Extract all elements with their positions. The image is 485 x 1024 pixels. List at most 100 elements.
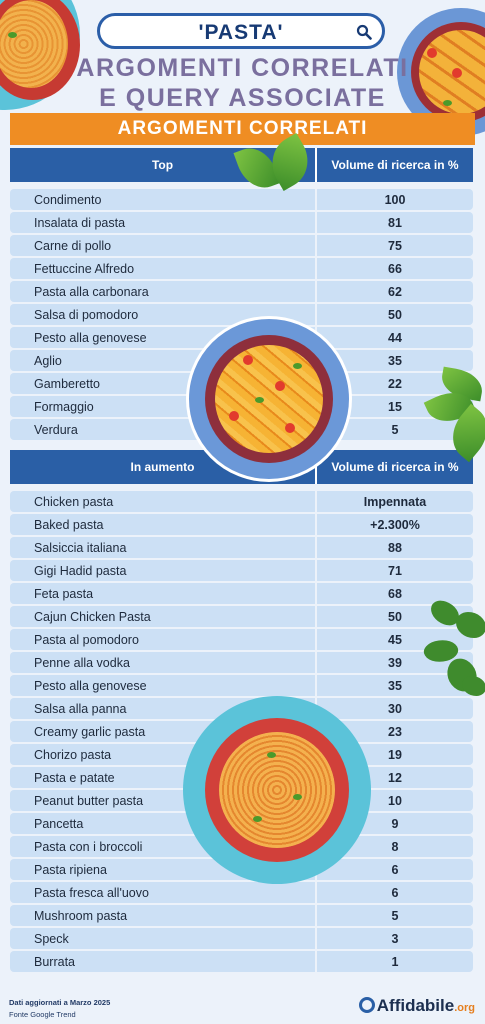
keyword-cell: Baked pasta: [10, 514, 315, 535]
keyword-label: Pasta ripiena: [34, 863, 107, 877]
volume-value: 45: [388, 633, 402, 647]
spaghetti-plate-image: [183, 696, 371, 884]
volume-value: 88: [388, 541, 402, 555]
keyword-label: Baked pasta: [34, 518, 104, 532]
keyword-label: Peanut butter pasta: [34, 794, 144, 808]
keyword-cell: Penne alla vodka: [10, 652, 315, 673]
volume-cell: 35: [317, 350, 473, 371]
keyword-cell: Gigi Hadid pasta: [10, 560, 315, 581]
keyword-label: Aglio: [34, 354, 62, 368]
table-row: Pasta alla carbonara 62: [10, 280, 473, 303]
volume-cell: 44: [317, 327, 473, 348]
volume-value: 50: [388, 610, 402, 624]
table-row: Chicken pasta Impennata: [10, 490, 473, 513]
volume-cell: 22: [317, 373, 473, 394]
volume-cell: 3: [317, 928, 473, 949]
keyword-label: Fettuccine Alfredo: [34, 262, 135, 276]
keyword-label: Formaggio: [34, 400, 94, 414]
volume-value: 68: [388, 587, 402, 601]
volume-value: 30: [388, 702, 402, 716]
source-note: Fonte Google Trend: [9, 1010, 76, 1019]
keyword-cell: Carne di pollo: [10, 235, 315, 256]
search-icon[interactable]: [356, 24, 372, 40]
keyword-label: Carne di pollo: [34, 239, 112, 253]
volume-cell: 5: [317, 419, 473, 440]
volume-value: 8: [391, 840, 399, 854]
table-row: Burrata 1: [10, 950, 473, 973]
volume-cell: Impennata: [317, 491, 473, 512]
keyword-cell: Salsiccia italiana: [10, 537, 315, 558]
table-row: Baked pasta +2.300%: [10, 513, 473, 536]
volume-value: 23: [388, 725, 402, 739]
volume-value: 9: [391, 817, 399, 831]
keyword-label: Penne alla vodka: [34, 656, 130, 670]
keyword-label: Creamy garlic pasta: [34, 725, 146, 739]
keyword-label: Verdura: [34, 423, 78, 437]
brand-tld: .org: [454, 1002, 475, 1014]
keyword-label: Gamberetto: [34, 377, 101, 391]
penne-plate-image: [186, 316, 352, 482]
keyword-label: Condimento: [34, 193, 102, 207]
volume-value: 71: [388, 564, 402, 578]
table-row: Condimento 100: [10, 188, 473, 211]
brand-logo[interactable]: Affidabile.org: [358, 996, 475, 1016]
keyword-label: Pasta al pomodoro: [34, 633, 139, 647]
volume-value: +2.300%: [370, 518, 420, 532]
keyword-label: Cajun Chicken Pasta: [34, 610, 151, 624]
keyword-label: Pancetta: [34, 817, 84, 831]
volume-value: 39: [388, 656, 402, 670]
volume-cell: 6: [317, 859, 473, 880]
keyword-cell: Pasta fresca all'uovo: [10, 882, 315, 903]
table-row: Insalata di pasta 81: [10, 211, 473, 234]
rising-column-header: In aumento: [130, 460, 195, 474]
keyword-label: Insalata di pasta: [34, 216, 126, 230]
keyword-label: Pasta fresca all'uovo: [34, 886, 149, 900]
keyword-label: Pasta e patate: [34, 771, 115, 785]
table-row: Pasta fresca all'uovo 6: [10, 881, 473, 904]
volume-value: 6: [391, 863, 399, 877]
keyword-label: Salsiccia italiana: [34, 541, 127, 555]
keyword-cell: Chicken pasta: [10, 491, 315, 512]
keyword-cell: Speck: [10, 928, 315, 949]
volume-value: 5: [391, 423, 399, 437]
brand-name: Affidabile: [376, 996, 455, 1015]
volume-value: 44: [388, 331, 402, 345]
volume-cell: 1: [317, 951, 473, 972]
keyword-cell: Pesto alla genovese: [10, 675, 315, 696]
keyword-cell: Feta pasta: [10, 583, 315, 604]
keyword-label: Pesto alla genovese: [34, 331, 147, 345]
volume-value: 1: [391, 955, 399, 969]
table-row: Salsiccia italiana 88: [10, 536, 473, 559]
volume-value: 5: [391, 909, 399, 923]
volume-cell: 23: [317, 721, 473, 742]
keyword-cell: Condimento: [10, 189, 315, 210]
parsley-image: [462, 676, 485, 696]
volume-value: 50: [388, 308, 402, 322]
volume-value: 35: [388, 354, 402, 368]
keyword-cell: Fettuccine Alfredo: [10, 258, 315, 279]
table-row: Speck 3: [10, 927, 473, 950]
keyword-label: Gigi Hadid pasta: [34, 564, 127, 578]
table-row: Pesto alla genovese 35: [10, 674, 473, 697]
table-row: Carne di pollo 75: [10, 234, 473, 257]
keyword-cell: Salsa di pomodoro: [10, 304, 315, 325]
volume-value: 10: [388, 794, 402, 808]
section-banner: ARGOMENTI CORRELATI: [10, 113, 475, 145]
keyword-cell: Pasta al pomodoro: [10, 629, 315, 650]
volume-value: 6: [391, 886, 399, 900]
table-row: Salsa di pomodoro 50: [10, 303, 473, 326]
page-title-line1: ARGOMENTI CORRELATI: [76, 54, 409, 82]
keyword-label: Salsa alla panna: [34, 702, 127, 716]
keyword-label: Speck: [34, 932, 69, 946]
search-bar[interactable]: 'PASTA': [97, 13, 385, 49]
volume-value: 3: [391, 932, 399, 946]
volume-value: 35: [388, 679, 402, 693]
volume-cell: 8: [317, 836, 473, 857]
volume-cell: 5: [317, 905, 473, 926]
table-row: Feta pasta 68: [10, 582, 473, 605]
volume-cell: 100: [317, 189, 473, 210]
volume-cell: 62: [317, 281, 473, 302]
keyword-label: Chicken pasta: [34, 495, 114, 509]
keyword-cell: Pasta alla carbonara: [10, 281, 315, 302]
